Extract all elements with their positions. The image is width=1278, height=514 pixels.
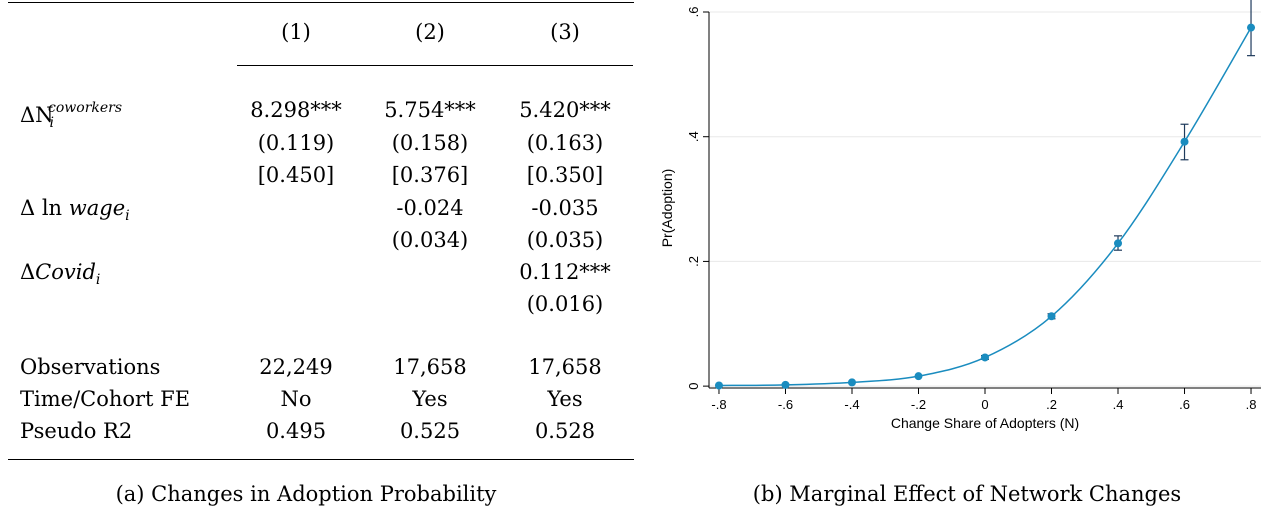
delta-n-symbol: ΔN [20,103,54,127]
x-tick-label: .6 [1179,397,1190,412]
row-label-delta-n-coworkers: ΔNicoworkers [20,98,132,135]
delta-n-subscript: i [49,115,55,132]
axes: 0 .2 .4 .6 -.8 -.6 -.4 -.2 0 .2 .4 .6 .8 [686,7,1261,412]
cell-r0-c3: 5.420*** [519,98,611,122]
data-point [1114,239,1123,248]
cell-r1-c2: (0.158) [391,131,469,155]
cell-r3-c3: -0.035 [531,196,599,220]
stat-r2-c2: 0.525 [399,419,461,443]
x-tick-label: .4 [1113,397,1124,412]
gridlines [709,11,1261,387]
delta-n-superscript: coworkers [48,100,123,116]
regression-table-panel: (1) (2) (3) ΔNicoworkers 8.298*** 5.754*… [8,0,638,514]
chart-background [656,0,1278,456]
stat-r2-c3: 0.528 [534,419,596,443]
covid-subscript: i [95,272,101,289]
stat-fe-c2: Yes [412,387,448,411]
stat-label-time-cohort-fe: Time/Cohort FE [20,387,191,411]
cell-r4-c3: (0.035) [526,228,604,252]
x-tick-label: -.6 [778,397,793,412]
data-point [1180,137,1189,146]
column-header-2: (2) [415,20,445,44]
cell-r2-c3: [0.350] [526,163,604,187]
data-point [914,372,923,381]
stat-observations-c3: 17,658 [528,355,602,379]
data-point [847,378,856,387]
stat-observations-c1: 22,249 [259,355,333,379]
y-axis-title: Pr(Adoption) [659,169,675,248]
header-midrule [237,65,633,66]
cell-r0-c2: 5.754*** [384,98,476,122]
covid-variable: Covid [35,260,96,284]
table-top-rule [8,2,634,3]
y-tick-label: 0 [686,383,701,390]
row-label-delta-ln-wage: Δ ln wagei [20,196,130,228]
stat-label-pseudo-r2: Pseudo R2 [20,419,133,443]
data-point [781,380,790,389]
row-label-delta-covid: ΔCovidi [20,260,100,292]
stat-fe-c3: Yes [547,387,583,411]
table-bottom-rule [8,459,634,460]
delta-ln-prefix: Δ ln [20,196,69,220]
wage-variable: wage [68,196,126,220]
cell-r5-c3: 0.112*** [519,260,611,284]
x-tick-label: -.4 [844,397,859,412]
data-point [981,353,989,362]
data-point [714,381,723,390]
cell-r6-c3: (0.016) [526,292,604,316]
stat-fe-c1: No [280,387,312,411]
data-point [1047,312,1056,321]
cell-r1-c3: (0.163) [526,131,604,155]
cell-r4-c2: (0.034) [391,228,469,252]
stat-r2-c1: 0.495 [265,419,327,443]
x-tick-label: 0 [981,397,988,412]
x-tick-label: .2 [1046,397,1057,412]
delta-covid-prefix: Δ [20,260,36,284]
x-tick-label: .8 [1246,397,1257,412]
cell-r2-c1: [0.450] [257,163,335,187]
y-tick-label: .4 [686,131,701,142]
data-point [1247,23,1256,32]
cell-r0-c1: 8.298*** [250,98,342,122]
marginal-effect-chart: 0 .2 .4 .6 -.8 -.6 -.4 -.2 0 .2 .4 .6 .8 Change Shar… [656,0,1278,456]
cell-r2-c2: [0.376] [391,163,469,187]
cell-r3-c2: -0.024 [396,196,464,220]
y-tick-label: .6 [686,7,701,18]
y-tick-label: .2 [686,256,701,267]
figure-caption: (b) Marginal Effect of Network Changes [752,482,1182,506]
column-header-3: (3) [550,20,580,44]
x-axis-title: Change Share of Adopters (N) [891,415,1079,431]
column-header-1: (1) [281,20,311,44]
stat-label-observations: Observations [20,355,161,379]
table-caption: (a) Changes in Adoption Probability [115,482,497,506]
cell-r1-c1: (0.119) [257,131,335,155]
wage-subscript: i [125,208,130,225]
chart-panel: 0 .2 .4 .6 -.8 -.6 -.4 -.2 0 .2 .4 .6 .8 Change Shar… [656,0,1278,514]
series-layer [714,0,1256,390]
x-tick-label: -.2 [911,397,926,412]
series-line [718,27,1252,387]
stat-observations-c2: 17,658 [393,355,467,379]
x-tick-label: -.8 [711,397,726,412]
